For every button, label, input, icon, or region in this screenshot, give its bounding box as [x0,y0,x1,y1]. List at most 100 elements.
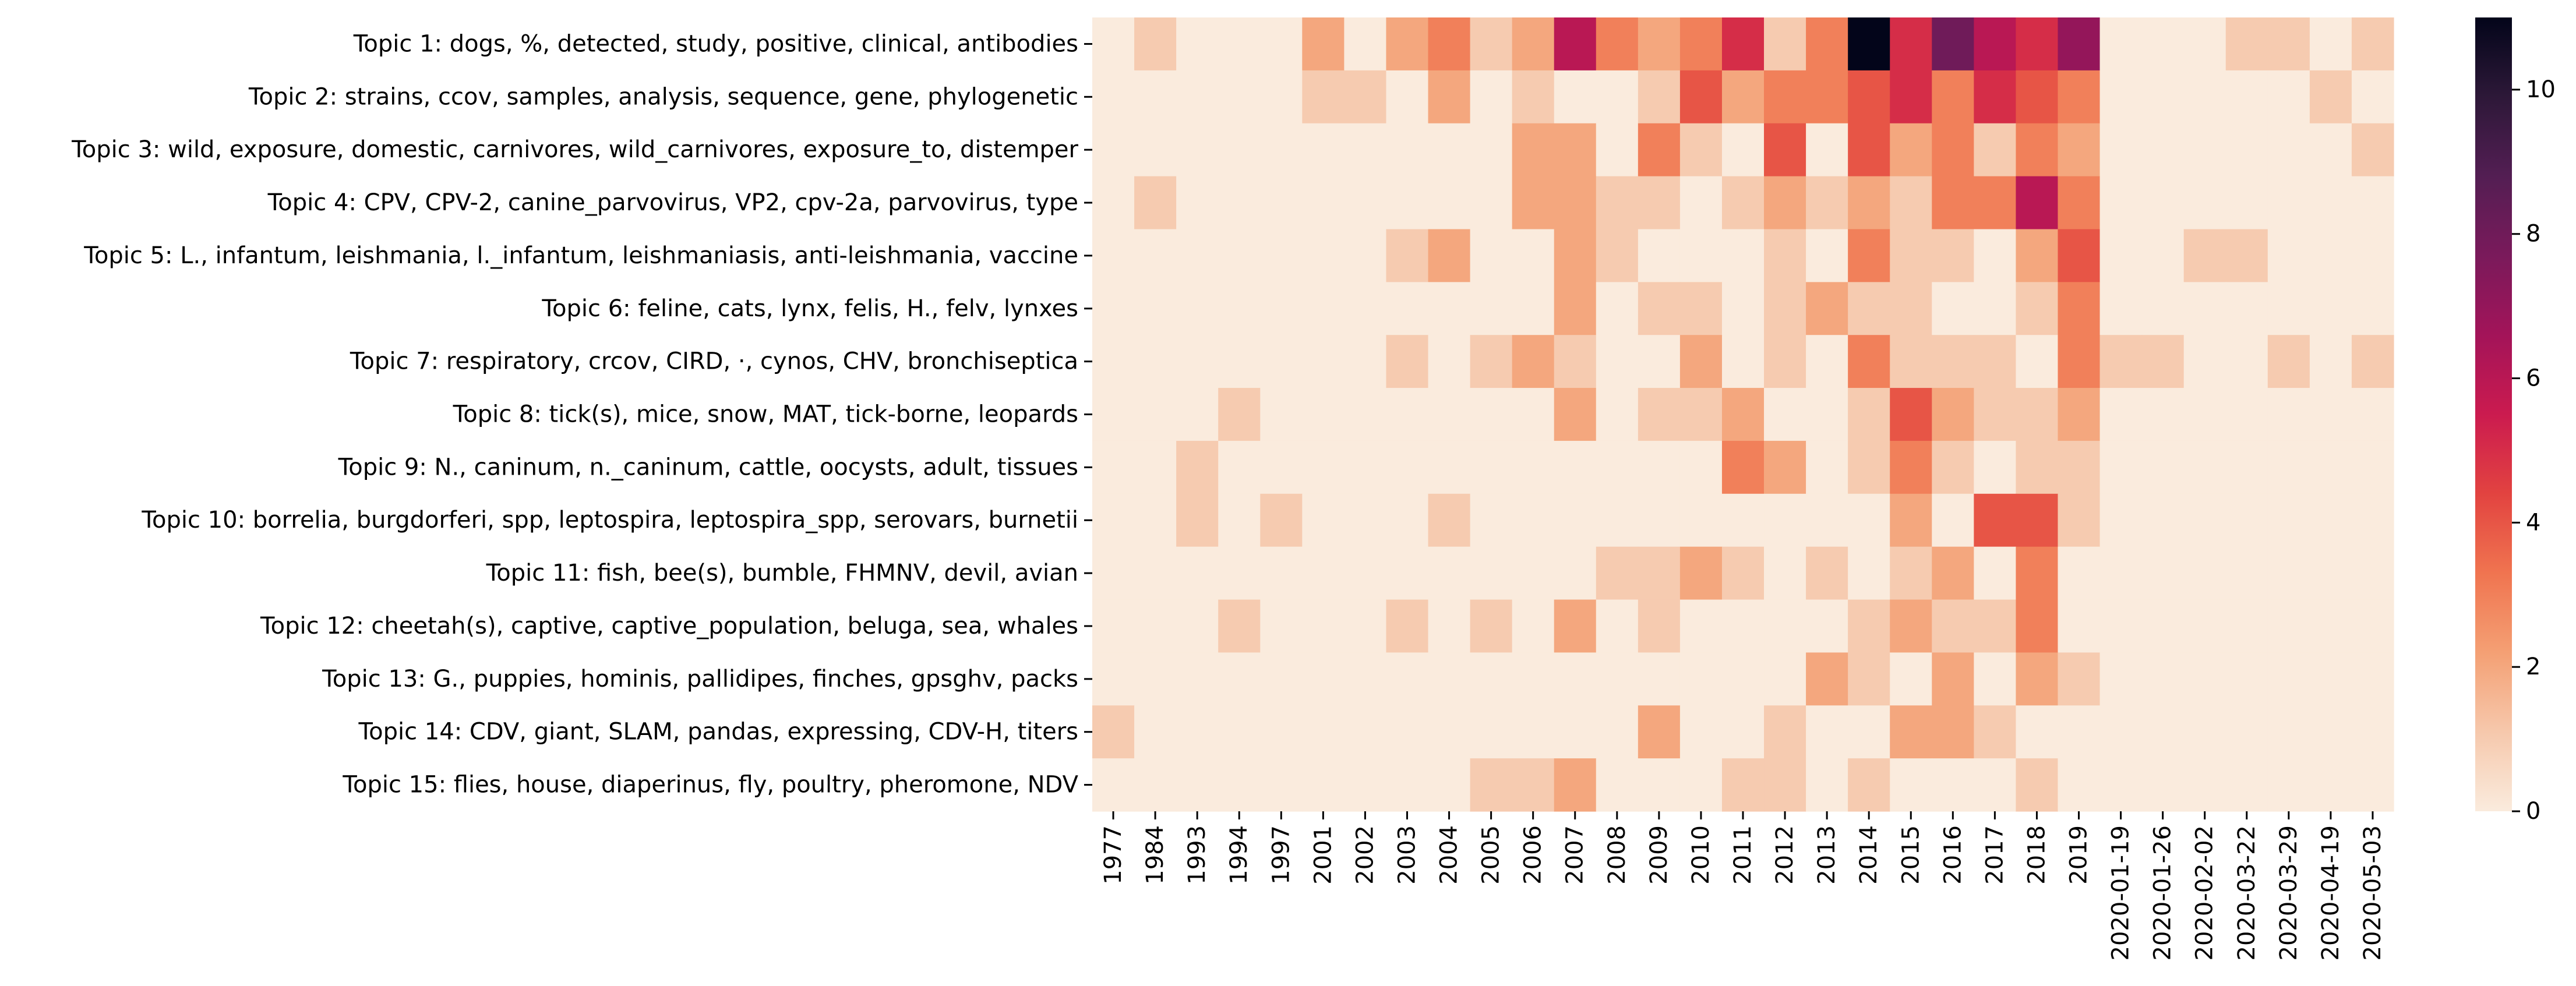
heatmap-cell [2309,17,2352,71]
heatmap-cell [1470,70,1513,124]
heatmap-cell [1218,123,1261,177]
heatmap-cell [1260,599,1303,653]
heatmap-cell [1302,652,1345,706]
heatmap-cell [2267,599,2310,653]
heatmap-cell [1721,388,1765,441]
heatmap-cell [1679,388,1723,441]
heatmap-cell [1974,652,2017,706]
heatmap-cell [1176,176,1219,230]
heatmap-cell [1554,229,1597,282]
heatmap-cell [1721,546,1765,600]
heatmap-cell [1932,388,1974,441]
heatmap-cell [1848,282,1890,335]
heatmap-cell [2058,758,2101,812]
heatmap-cell [1848,758,1890,812]
heatmap-cell [1596,388,1639,441]
heatmap-cell [1721,758,1765,812]
heatmap-cell [1890,652,1932,706]
colorbar [2475,17,2512,811]
heatmap-cell [2058,440,2101,494]
heatmap-cell [1932,599,1974,653]
heatmap-cell [1848,176,1890,230]
heatmap-cell [1806,70,1848,124]
heatmap-cell [1512,282,1555,335]
heatmap-cell [1302,705,1345,759]
heatmap-cell [2267,493,2310,547]
heatmap-cell [1428,388,1471,441]
heatmap-cell [1596,440,1639,494]
heatmap-cell [1260,335,1303,388]
heatmap-cell [1218,176,1261,230]
heatmap-cell [1344,176,1387,230]
heatmap-cell [2016,705,2059,759]
heatmap-cell [2183,546,2226,600]
heatmap-cell [1386,546,1429,600]
heatmap-cell [1638,17,1681,71]
x-tick-label: 2004 [1436,825,1463,885]
x-tick-label: 1993 [1184,825,1211,885]
heatmap-cell [1386,705,1429,759]
heatmap-cell [1092,17,1135,71]
heatmap-cell [1932,493,1974,547]
heatmap-cell [1470,282,1513,335]
heatmap-cell [2016,282,2059,335]
heatmap-cell [1344,123,1387,177]
heatmap-cell [2058,599,2101,653]
heatmap-cell [2099,758,2143,812]
heatmap-cell [2099,705,2143,759]
heatmap-cell [1260,282,1303,335]
heatmap-cell [1764,546,1806,600]
heatmap-cell [1470,599,1513,653]
heatmap-cell [2016,493,2059,547]
heatmap-cell [1260,758,1303,812]
heatmap-cell [2016,599,2059,653]
x-tick-label: 2013 [1813,825,1840,885]
heatmap-cell [2016,652,2059,706]
heatmap-cell [2141,176,2185,230]
heatmap-cell [2099,70,2143,124]
heatmap-cell [2225,758,2268,812]
heatmap-cell [2099,599,2143,653]
heatmap-cell [1092,493,1135,547]
heatmap-cell [1764,440,1806,494]
heatmap-cell [1679,17,1723,71]
heatmap-cell [1260,17,1303,71]
heatmap-cell [1679,70,1723,124]
heatmap-cell [2141,335,2185,388]
heatmap-cell [1470,388,1513,441]
heatmap-cell [1679,176,1723,230]
heatmap-cell [1638,176,1681,230]
heatmap-cell [1092,652,1135,706]
heatmap-cell [1134,599,1177,653]
heatmap-cell [1176,652,1219,706]
heatmap-cell [1974,440,2017,494]
heatmap-cell [2183,17,2226,71]
heatmap-cell [1470,493,1513,547]
heatmap-cells [1092,17,2394,812]
heatmap-cell [2351,17,2394,71]
heatmap-cell [2058,388,2101,441]
heatmap-cell [1428,546,1471,600]
colorbar-ticks: 0 2 4 6 8 10 [2512,76,2556,825]
heatmap-cell [1806,652,1848,706]
heatmap-cell [2351,705,2394,759]
heatmap-cell [1806,335,1848,388]
heatmap-cell [1890,758,1932,812]
heatmap-cell [1932,176,1974,230]
heatmap-cell [2141,440,2185,494]
heatmap-cell [2225,705,2268,759]
heatmap-cell [1386,123,1429,177]
heatmap-cell [1176,282,1219,335]
heatmap-cell [2058,335,2101,388]
heatmap-cell [1596,493,1639,547]
heatmap-cell [2183,652,2226,706]
heatmap-cell [2309,70,2352,124]
heatmap-cell [1092,599,1135,653]
heatmap-cell [1176,758,1219,812]
heatmap-cell [1848,599,1890,653]
heatmap-cell [2351,652,2394,706]
heatmap-cell [1302,17,1345,71]
heatmap-cell [2309,123,2352,177]
heatmap-cell [1512,493,1555,547]
heatmap-cell [1386,388,1429,441]
